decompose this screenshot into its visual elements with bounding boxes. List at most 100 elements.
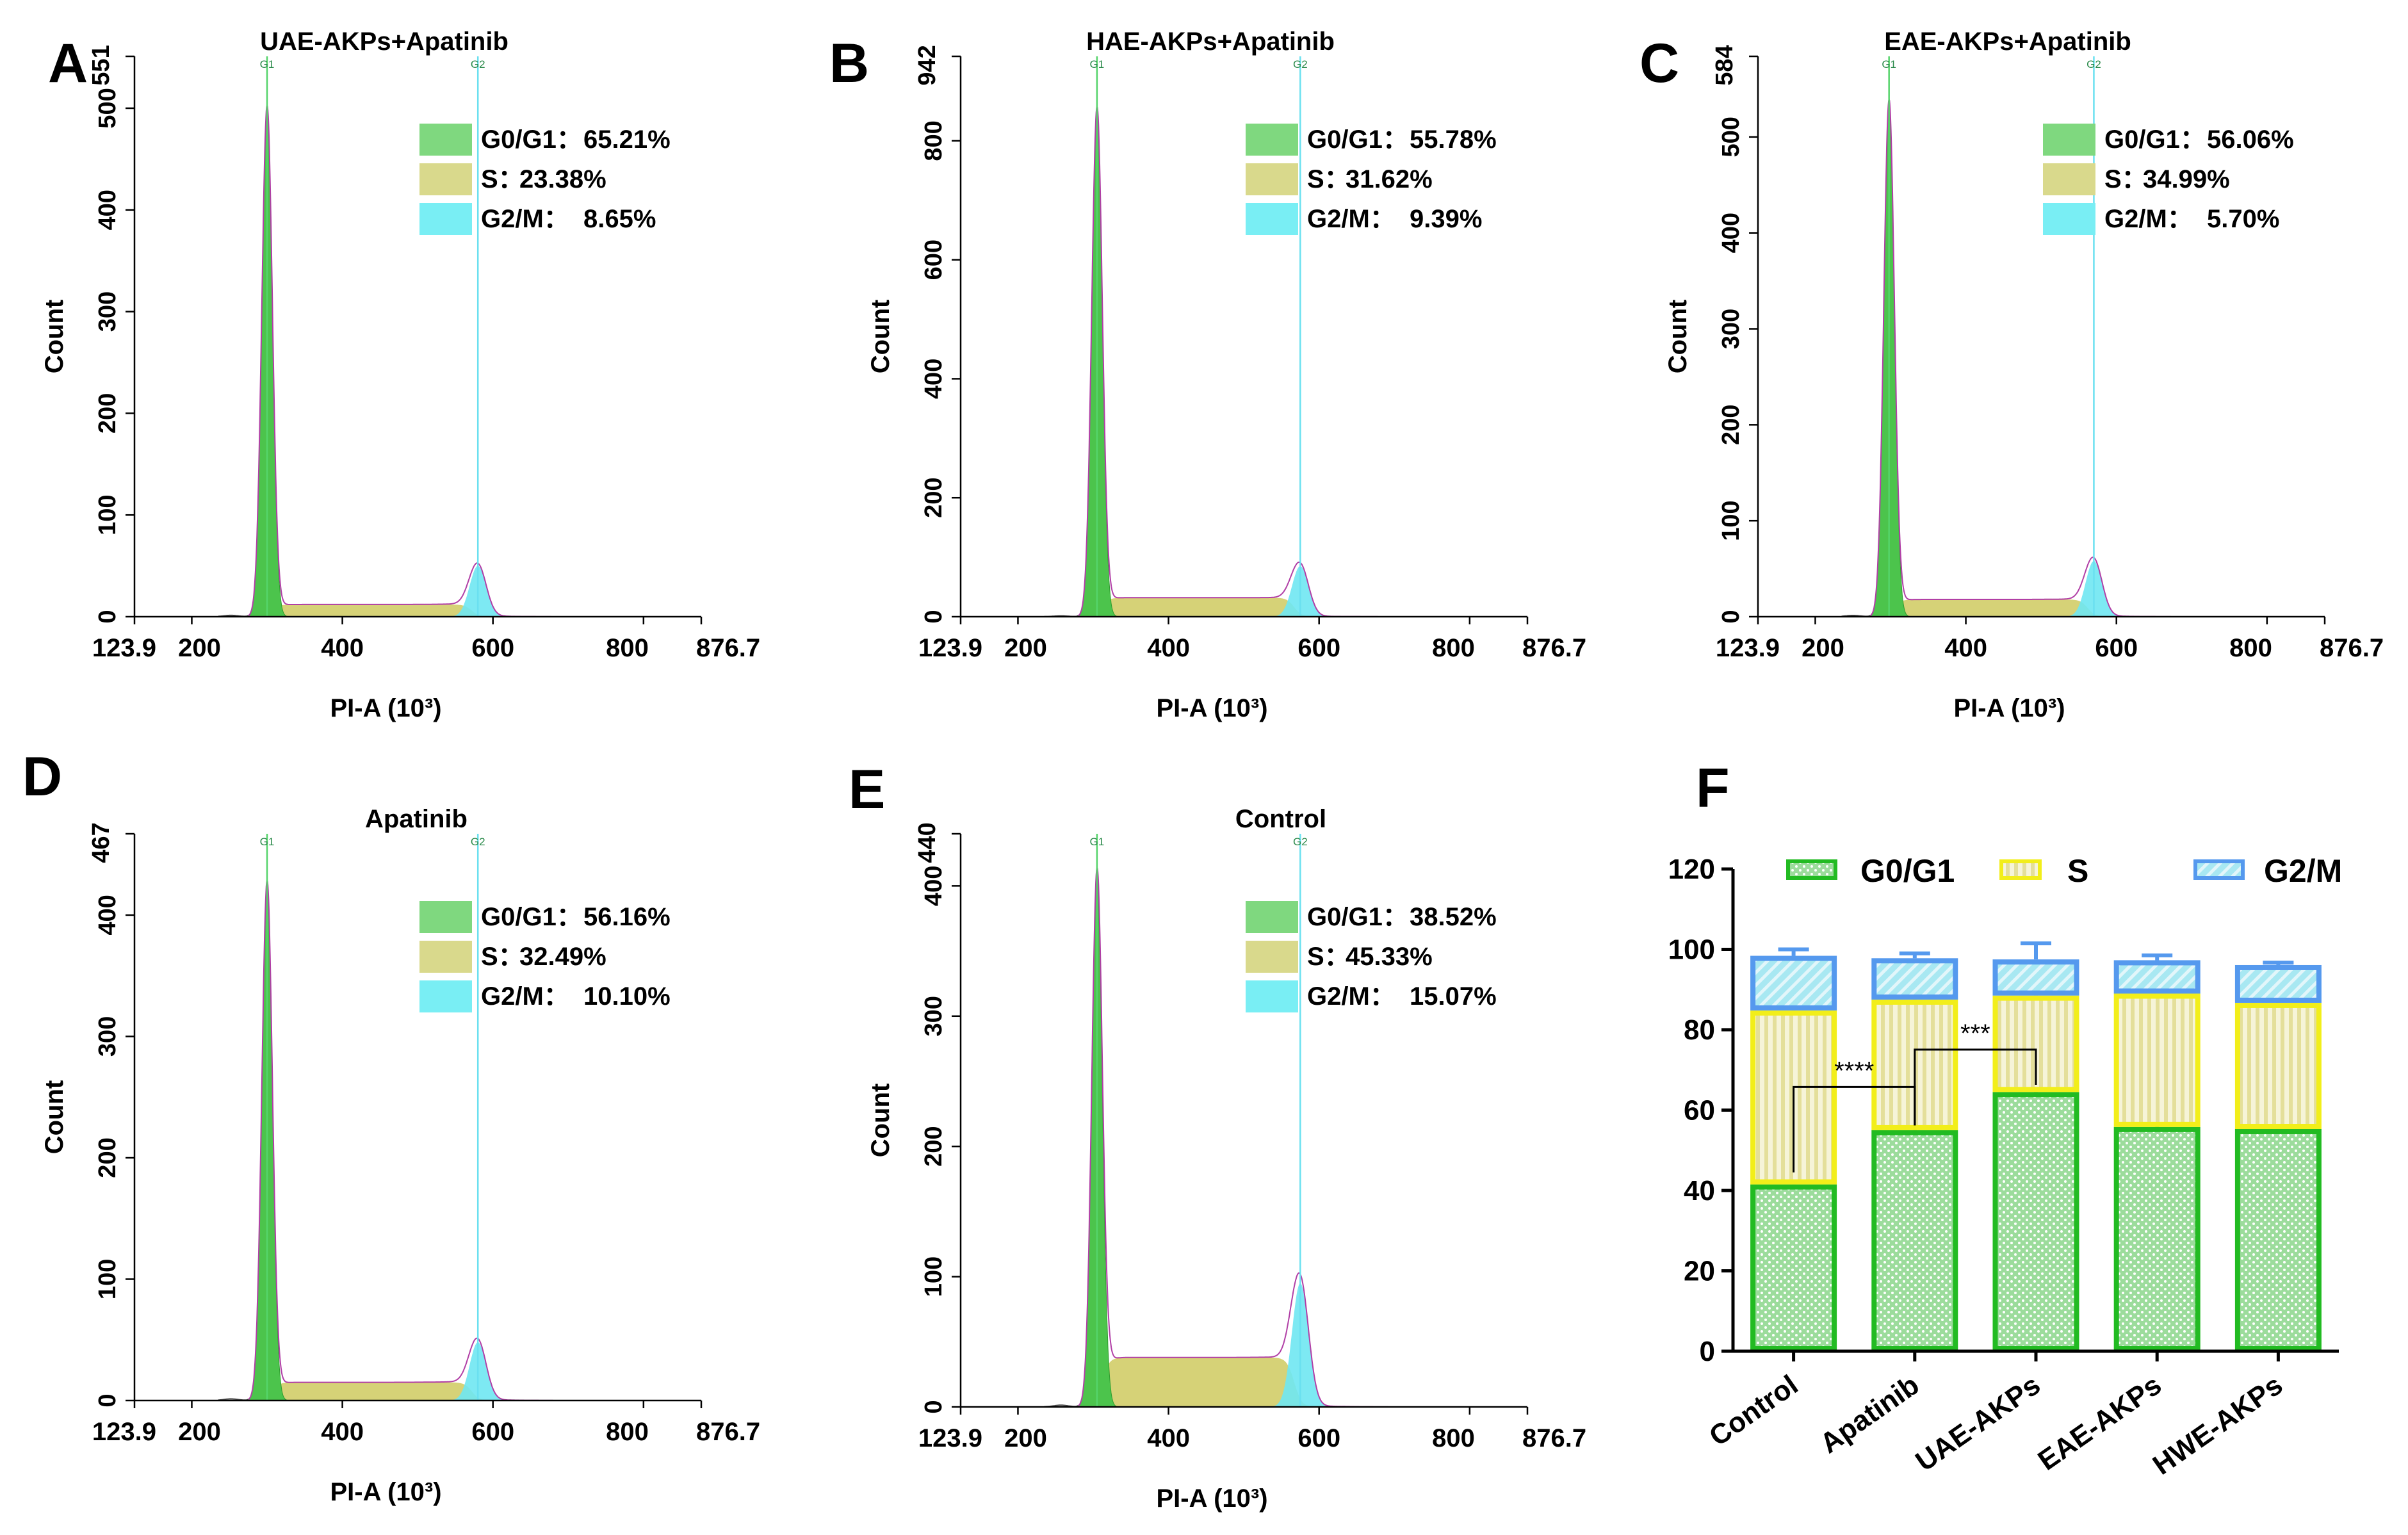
x-tick-label: 400 bbox=[321, 1418, 364, 1446]
legend-g2m-label: G2/M： bbox=[2104, 205, 2193, 233]
x-tick-label: 876.7 bbox=[1522, 1424, 1586, 1452]
legend-g2m-value: 9.39% bbox=[1410, 205, 1482, 233]
y-tick-label: 400 bbox=[920, 359, 947, 399]
legend-g0g1-label: G0/G1： bbox=[481, 903, 582, 931]
y-tick-label: 100 bbox=[1718, 500, 1745, 540]
legend-g2m-value: 5.70% bbox=[2207, 205, 2279, 233]
legend-swatch-g1 bbox=[1786, 859, 1837, 880]
bar-segment-g2m bbox=[2113, 960, 2201, 994]
y-tick-label: 500 bbox=[94, 88, 121, 128]
y-tick-label: 300 bbox=[94, 291, 121, 332]
x-tick-label: 876.7 bbox=[696, 1418, 760, 1446]
bar-legend: G0/G1 S G2/M bbox=[1786, 853, 2342, 889]
bar-segment-g2m bbox=[1750, 955, 1837, 1011]
x-tick-label: 876.7 bbox=[696, 634, 760, 662]
bar-segment-g2m bbox=[2234, 964, 2322, 1003]
x-tick-label: 800 bbox=[606, 634, 649, 662]
panel-letter: F bbox=[1696, 758, 1730, 819]
bar-segment-g0g1 bbox=[1992, 1092, 2079, 1351]
y-tick-label: 40 bbox=[1684, 1175, 1715, 1206]
legend-g2m-swatch bbox=[419, 203, 472, 235]
legend-g2m-swatch bbox=[1246, 203, 1298, 235]
bar-segment-g2m bbox=[1871, 958, 1958, 1000]
legend-s-swatch bbox=[1246, 941, 1298, 973]
panel-title: Apatinib bbox=[365, 805, 468, 833]
y-tick-label: 200 bbox=[920, 1126, 947, 1166]
g2-peak-label: G2 bbox=[471, 58, 485, 70]
x-axis-label: PI-A (10³) bbox=[1953, 694, 2065, 722]
x-category-label: HWE-AKPs bbox=[2147, 1369, 2288, 1481]
significance-label: *** bbox=[1960, 1019, 1990, 1048]
bar-chart-panel-f: F G0/G1 S G2/M Control ApatinibUAE-AKPsEA… bbox=[1668, 758, 2343, 1481]
legend-g0g1-label: G0/G1： bbox=[1307, 903, 1408, 931]
x-tick-label: 123.9 bbox=[918, 1424, 982, 1452]
y-tick-label: 0 bbox=[920, 610, 947, 623]
g2-peak-label: G2 bbox=[1293, 58, 1308, 70]
y-tick-label: 200 bbox=[94, 393, 121, 434]
x-tick-label: 600 bbox=[471, 634, 514, 662]
x-category-label: Apatinib bbox=[1814, 1369, 1924, 1459]
s-phase-area bbox=[1082, 597, 1315, 617]
legend-s-value: 31.62% bbox=[1346, 165, 1433, 193]
panel-letter: B bbox=[829, 33, 869, 94]
y-axis-label: Count bbox=[40, 1080, 69, 1155]
s-phase-area bbox=[1082, 1357, 1315, 1407]
y-tick-label: 100 bbox=[94, 1259, 121, 1299]
panel-letter: D bbox=[22, 746, 62, 808]
x-tick-label: 800 bbox=[1432, 634, 1475, 662]
y-tick-label: 584 bbox=[1711, 45, 1738, 85]
y-tick-label: 800 bbox=[920, 120, 947, 161]
y-axis-label: Count bbox=[866, 300, 895, 374]
x-tick-label: 400 bbox=[1147, 1424, 1190, 1452]
x-tick-label: 876.7 bbox=[2320, 634, 2384, 662]
g1-peak-label: G1 bbox=[260, 58, 275, 70]
x-tick-label: 200 bbox=[1802, 634, 1844, 662]
bar-segment-g2m bbox=[1992, 959, 2079, 996]
legend-g0g1-value: 38.52% bbox=[1410, 903, 1497, 931]
x-tick-label: 876.7 bbox=[1522, 634, 1586, 662]
y-tick-label: 440 bbox=[914, 822, 941, 863]
y-tick-label: 0 bbox=[1718, 610, 1745, 623]
bar-segment-g0g1 bbox=[1750, 1184, 1837, 1352]
legend-label-g2m: G2/M bbox=[2264, 853, 2342, 889]
g2-peak-label: G2 bbox=[1293, 836, 1308, 848]
x-tick-label: 200 bbox=[1004, 1424, 1047, 1452]
x-tick-label: 200 bbox=[178, 634, 221, 662]
legend-g2m-label: G2/M： bbox=[1307, 205, 1395, 233]
x-tick-label: 123.9 bbox=[1716, 634, 1780, 662]
y-tick-label: 120 bbox=[1668, 854, 1715, 885]
histogram-panel-c: G1 G2 584 0 100 200 300 400 500 123.9 200 400 600 800… bbox=[1639, 28, 2384, 722]
legend-g2m-swatch bbox=[419, 980, 472, 1012]
legend-s-value: 34.99% bbox=[2143, 165, 2230, 193]
legend-g0g1-value: 56.06% bbox=[2207, 126, 2294, 154]
legend-g2m-value: 15.07% bbox=[1410, 982, 1497, 1011]
y-tick-label: 400 bbox=[94, 190, 121, 230]
legend-g2m-swatch bbox=[2043, 203, 2095, 235]
legend-label-s: S bbox=[2067, 853, 2088, 889]
legend-s-swatch bbox=[419, 163, 472, 195]
legend-s-label: S： bbox=[481, 943, 524, 971]
s-phase-area bbox=[252, 604, 493, 617]
legend-g0g1-swatch bbox=[1246, 124, 1298, 156]
legend-s-label: S： bbox=[1307, 943, 1350, 971]
legend-s-label: S： bbox=[2104, 165, 2147, 193]
x-tick-label: 600 bbox=[1298, 634, 1340, 662]
y-tick-label: 60 bbox=[1684, 1095, 1715, 1126]
y-tick-label: 0 bbox=[1700, 1336, 1715, 1367]
y-tick-label: 600 bbox=[920, 240, 947, 280]
g2-peak-label: G2 bbox=[471, 836, 485, 848]
legend-g0g1-label: G0/G1： bbox=[2104, 126, 2206, 154]
x-axis-label: PI-A (10³) bbox=[1156, 1484, 1267, 1513]
legend-g2m-label: G2/M： bbox=[481, 982, 569, 1011]
panel-title: UAE-AKPs+Apatinib bbox=[260, 28, 508, 56]
x-axis-label: PI-A (10³) bbox=[330, 1478, 441, 1506]
legend-g2m-swatch bbox=[1246, 980, 1298, 1012]
panel-title: EAE-AKPs+Apatinib bbox=[1884, 28, 2131, 56]
x-tick-label: 123.9 bbox=[92, 634, 156, 662]
g1-peak-label: G1 bbox=[1882, 58, 1896, 70]
legend-s-value: 32.49% bbox=[519, 943, 606, 971]
histogram-panel-d: G1 G2 467 0 100 200 300 400 123.9 200 400 600 800 876… bbox=[22, 746, 760, 1506]
legend-s-swatch bbox=[2043, 163, 2095, 195]
panel-letter: E bbox=[849, 759, 885, 820]
